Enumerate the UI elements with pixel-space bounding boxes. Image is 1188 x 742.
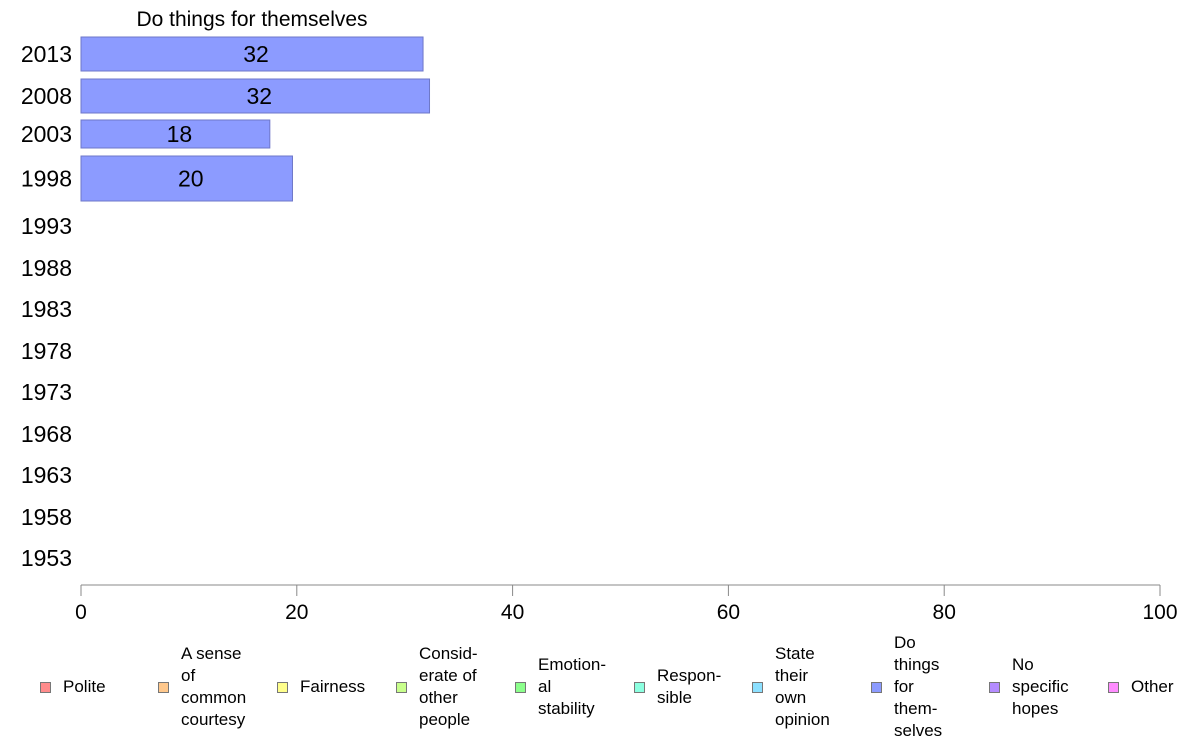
bar bbox=[80, 36, 424, 72]
x-tick-label: 60 bbox=[717, 601, 740, 624]
legend: Polite A sense of common courtesy Fairness… bbox=[0, 633, 1188, 740]
legend-item: No specific hopes bbox=[989, 654, 1069, 720]
y-tick-label: 2008 bbox=[21, 83, 72, 109]
legend-item: Polite bbox=[40, 676, 106, 698]
y-tick-label: 1983 bbox=[21, 296, 72, 322]
y-tick-label: 1973 bbox=[21, 379, 72, 405]
y-tick-label: 1993 bbox=[21, 213, 72, 239]
legend-label: Emotion- al stability bbox=[538, 655, 607, 718]
x-tick-label: 0 bbox=[75, 601, 87, 624]
bar bbox=[80, 155, 293, 202]
bar-data-label: 18 bbox=[167, 121, 193, 147]
legend-item: Other bbox=[1108, 676, 1174, 698]
x-tick-label: 40 bbox=[501, 601, 524, 624]
y-tick-label: 2003 bbox=[21, 121, 72, 147]
legend-swatch bbox=[158, 681, 169, 693]
bar bbox=[80, 119, 271, 149]
legend-label: Do things for them- selves bbox=[894, 633, 943, 740]
y-tick-label: 1998 bbox=[21, 166, 72, 192]
legend-item: Fairness bbox=[277, 676, 365, 698]
legend-swatch bbox=[1108, 681, 1119, 693]
legend-label: No specific hopes bbox=[1012, 655, 1069, 718]
y-tick-label: 1978 bbox=[21, 338, 72, 364]
legend-swatch bbox=[752, 681, 763, 693]
legend-label: Other bbox=[1131, 677, 1174, 696]
chart-title: Do things for themselves bbox=[136, 8, 367, 31]
x-axis: 0 20 40 60 80 100 bbox=[75, 584, 1178, 624]
y-tick-label: 1968 bbox=[21, 421, 72, 447]
bar-data-label: 20 bbox=[178, 166, 204, 192]
legend-item: Respon- sible bbox=[634, 665, 721, 709]
y-tick-label: 1958 bbox=[21, 504, 72, 530]
y-tick-label: 2013 bbox=[21, 41, 72, 67]
legend-label: A sense of common courtesy bbox=[181, 644, 247, 729]
y-tick-label: 1953 bbox=[21, 545, 72, 571]
bars-group: 32 32 18 20 bbox=[80, 36, 431, 202]
legend-item: Consid- erate of other people bbox=[396, 643, 478, 731]
x-tick-label: 80 bbox=[933, 601, 956, 624]
legend-swatch bbox=[40, 681, 51, 693]
legend-label: Polite bbox=[63, 677, 106, 696]
legend-item: State their own opinion bbox=[752, 643, 830, 731]
legend-label: Fairness bbox=[300, 677, 366, 696]
legend-item: A sense of common courtesy bbox=[158, 643, 246, 731]
bar-data-label: 32 bbox=[243, 41, 269, 67]
legend-swatch bbox=[871, 681, 882, 693]
legend-swatch bbox=[277, 681, 288, 693]
legend-item: Do things for them- selves bbox=[871, 632, 942, 742]
bar-data-label: 32 bbox=[246, 83, 272, 109]
legend-swatch bbox=[634, 681, 645, 693]
x-tick-label: 20 bbox=[285, 601, 308, 624]
legend-swatch bbox=[515, 681, 526, 693]
y-tick-label: 1988 bbox=[21, 255, 72, 281]
x-tick-label: 100 bbox=[1142, 601, 1177, 624]
legend-swatch bbox=[989, 681, 1000, 693]
bar bbox=[80, 78, 431, 114]
legend-swatch bbox=[396, 681, 407, 693]
legend-label: State their own opinion bbox=[775, 644, 830, 729]
y-tick-label: 1963 bbox=[21, 462, 72, 488]
y-tick-labels: 2013 2008 2003 1998 1993 1988 1983 1978 1973 1968… bbox=[21, 41, 72, 571]
legend-label: Consid- erate of other people bbox=[419, 644, 478, 729]
legend-item: Emotion- al stability bbox=[515, 654, 606, 720]
legend-label: Respon- sible bbox=[657, 666, 722, 707]
